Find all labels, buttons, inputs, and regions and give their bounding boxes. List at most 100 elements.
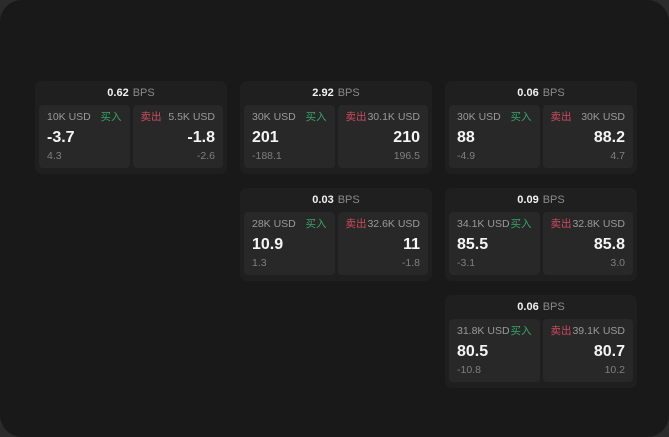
- sell-delta: -1.8: [401, 257, 420, 269]
- buy-tile-top-row: 31.8K USD 买入: [457, 325, 532, 338]
- card-header: 0.03 BPS: [244, 188, 428, 212]
- buy-quote-tile[interactable]: 30K USD 买入 88 -4.9: [449, 105, 540, 168]
- buy-delta: -3.1: [457, 257, 476, 269]
- buy-side-label: 买入: [510, 218, 532, 230]
- card-body: 34.1K USD 买入 85.5 -3.1 卖出 32.8K USD 85.8…: [449, 212, 633, 275]
- card-header: 0.09 BPS: [449, 188, 633, 212]
- sell-tile-top-row: 卖出 5.5K USD: [141, 111, 216, 124]
- sell-side-label: 卖出: [140, 111, 162, 123]
- quote-cards-grid: 0.62 BPS 10K USD 买入 -3.7 4.3 卖出 5.5K USD…: [35, 81, 637, 388]
- bps-unit-label: BPS: [542, 301, 565, 313]
- sell-delta: 10.2: [604, 364, 625, 376]
- card-body: 28K USD 买入 10.9 1.3 卖出 32.6K USD 11 -1.8: [244, 212, 428, 275]
- bps-value: 0.09: [517, 194, 539, 206]
- buy-amount: 34.1K USD: [457, 218, 510, 230]
- bps-value: 0.06: [517, 301, 539, 313]
- sell-price: -1.8: [187, 128, 215, 146]
- bps-value: 2.92: [312, 87, 334, 99]
- buy-amount: 30K USD: [457, 111, 501, 123]
- buy-side-label: 买入: [305, 218, 327, 230]
- sell-side-label: 卖出: [550, 218, 572, 230]
- sell-delta: 196.5: [393, 150, 420, 162]
- buy-tile-top-row: 10K USD 买入: [47, 111, 122, 124]
- sell-amount: 30.1K USD: [367, 111, 420, 123]
- sell-side-label: 卖出: [550, 325, 572, 337]
- sell-tile-top-row: 卖出 30.1K USD: [346, 111, 421, 124]
- buy-delta: -188.1: [252, 150, 282, 162]
- buy-quote-tile[interactable]: 10K USD 买入 -3.7 4.3: [39, 105, 130, 168]
- card-body: 31.8K USD 买入 80.5 -10.8 卖出 39.1K USD 80.…: [449, 319, 633, 382]
- buy-amount: 31.8K USD: [457, 325, 510, 337]
- sell-price: 210: [393, 128, 420, 146]
- buy-quote-tile[interactable]: 30K USD 买入 201 -188.1: [244, 105, 335, 168]
- card-header: 2.92 BPS: [244, 81, 428, 105]
- sell-amount: 39.1K USD: [572, 325, 625, 337]
- sell-tile-top-row: 卖出 30K USD: [551, 111, 626, 124]
- sell-quote-tile[interactable]: 卖出 5.5K USD -1.8 -2.6: [132, 105, 223, 168]
- sell-price: 11: [403, 235, 420, 253]
- sell-side-label: 卖出: [345, 111, 367, 123]
- card-body: 30K USD 买入 88 -4.9 卖出 30K USD 88.2 4.7: [449, 105, 633, 168]
- sell-amount: 5.5K USD: [168, 111, 215, 123]
- sell-tile-top-row: 卖出 32.6K USD: [346, 218, 421, 231]
- bps-unit-label: BPS: [337, 87, 360, 99]
- buy-tile-top-row: 28K USD 买入: [252, 218, 327, 231]
- sell-amount: 32.6K USD: [367, 218, 420, 230]
- sell-price: 80.7: [593, 342, 625, 360]
- buy-tile-top-row: 30K USD 买入: [252, 111, 327, 124]
- sell-quote-tile[interactable]: 卖出 30K USD 88.2 4.7: [542, 105, 633, 168]
- buy-amount: 10K USD: [47, 111, 91, 123]
- sell-side-label: 卖出: [345, 218, 367, 230]
- quote-card: 2.92 BPS 30K USD 买入 201 -188.1 卖出 30.1K …: [240, 81, 432, 174]
- bps-value: 0.62: [107, 87, 129, 99]
- sell-price: 85.8: [593, 235, 625, 253]
- buy-delta: -10.8: [457, 364, 481, 376]
- buy-delta: -4.9: [457, 150, 476, 162]
- bps-unit-label: BPS: [337, 194, 360, 206]
- sell-delta: 3.0: [610, 257, 625, 269]
- sell-side-label: 卖出: [550, 111, 572, 123]
- quote-card: 0.09 BPS 34.1K USD 买入 85.5 -3.1 卖出 32.8K…: [445, 188, 637, 281]
- buy-price: 10.9: [252, 235, 284, 253]
- sell-delta: -2.6: [196, 150, 215, 162]
- buy-amount: 28K USD: [252, 218, 296, 230]
- buy-amount: 30K USD: [252, 111, 296, 123]
- sell-quote-tile[interactable]: 卖出 32.8K USD 85.8 3.0: [542, 212, 633, 275]
- buy-price: 85.5: [457, 235, 489, 253]
- buy-price: 80.5: [457, 342, 489, 360]
- bps-value: 0.06: [517, 87, 539, 99]
- sell-quote-tile[interactable]: 卖出 32.6K USD 11 -1.8: [337, 212, 428, 275]
- sell-quote-tile[interactable]: 卖出 30.1K USD 210 196.5: [337, 105, 428, 168]
- bps-unit-label: BPS: [542, 87, 565, 99]
- sell-amount: 30K USD: [581, 111, 625, 123]
- buy-tile-top-row: 34.1K USD 买入: [457, 218, 532, 231]
- buy-side-label: 买入: [100, 111, 122, 123]
- buy-quote-tile[interactable]: 34.1K USD 买入 85.5 -3.1: [449, 212, 540, 275]
- buy-price: 88: [457, 128, 475, 146]
- buy-side-label: 买入: [510, 325, 532, 337]
- bps-unit-label: BPS: [132, 87, 155, 99]
- buy-side-label: 买入: [510, 111, 532, 123]
- card-header: 0.06 BPS: [449, 81, 633, 105]
- bps-unit-label: BPS: [542, 194, 565, 206]
- quote-card: 0.06 BPS 30K USD 买入 88 -4.9 卖出 30K USD 8…: [445, 81, 637, 174]
- card-body: 30K USD 买入 201 -188.1 卖出 30.1K USD 210 1…: [244, 105, 428, 168]
- buy-quote-tile[interactable]: 28K USD 买入 10.9 1.3: [244, 212, 335, 275]
- buy-delta: 1.3: [252, 257, 267, 269]
- buy-side-label: 买入: [305, 111, 327, 123]
- card-header: 0.62 BPS: [39, 81, 223, 105]
- sell-delta: 4.7: [610, 150, 625, 162]
- sell-tile-top-row: 卖出 39.1K USD: [551, 325, 626, 338]
- sell-quote-tile[interactable]: 卖出 39.1K USD 80.7 10.2: [542, 319, 633, 382]
- buy-delta: 4.3: [47, 150, 62, 162]
- buy-price: 201: [252, 128, 279, 146]
- sell-tile-top-row: 卖出 32.8K USD: [551, 218, 626, 231]
- quote-card: 0.62 BPS 10K USD 买入 -3.7 4.3 卖出 5.5K USD…: [35, 81, 227, 174]
- buy-quote-tile[interactable]: 31.8K USD 买入 80.5 -10.8: [449, 319, 540, 382]
- card-body: 10K USD 买入 -3.7 4.3 卖出 5.5K USD -1.8 -2.…: [39, 105, 223, 168]
- sell-amount: 32.8K USD: [572, 218, 625, 230]
- sell-price: 88.2: [593, 128, 625, 146]
- bps-value: 0.03: [312, 194, 334, 206]
- quote-card: 0.06 BPS 31.8K USD 买入 80.5 -10.8 卖出 39.1…: [445, 295, 637, 388]
